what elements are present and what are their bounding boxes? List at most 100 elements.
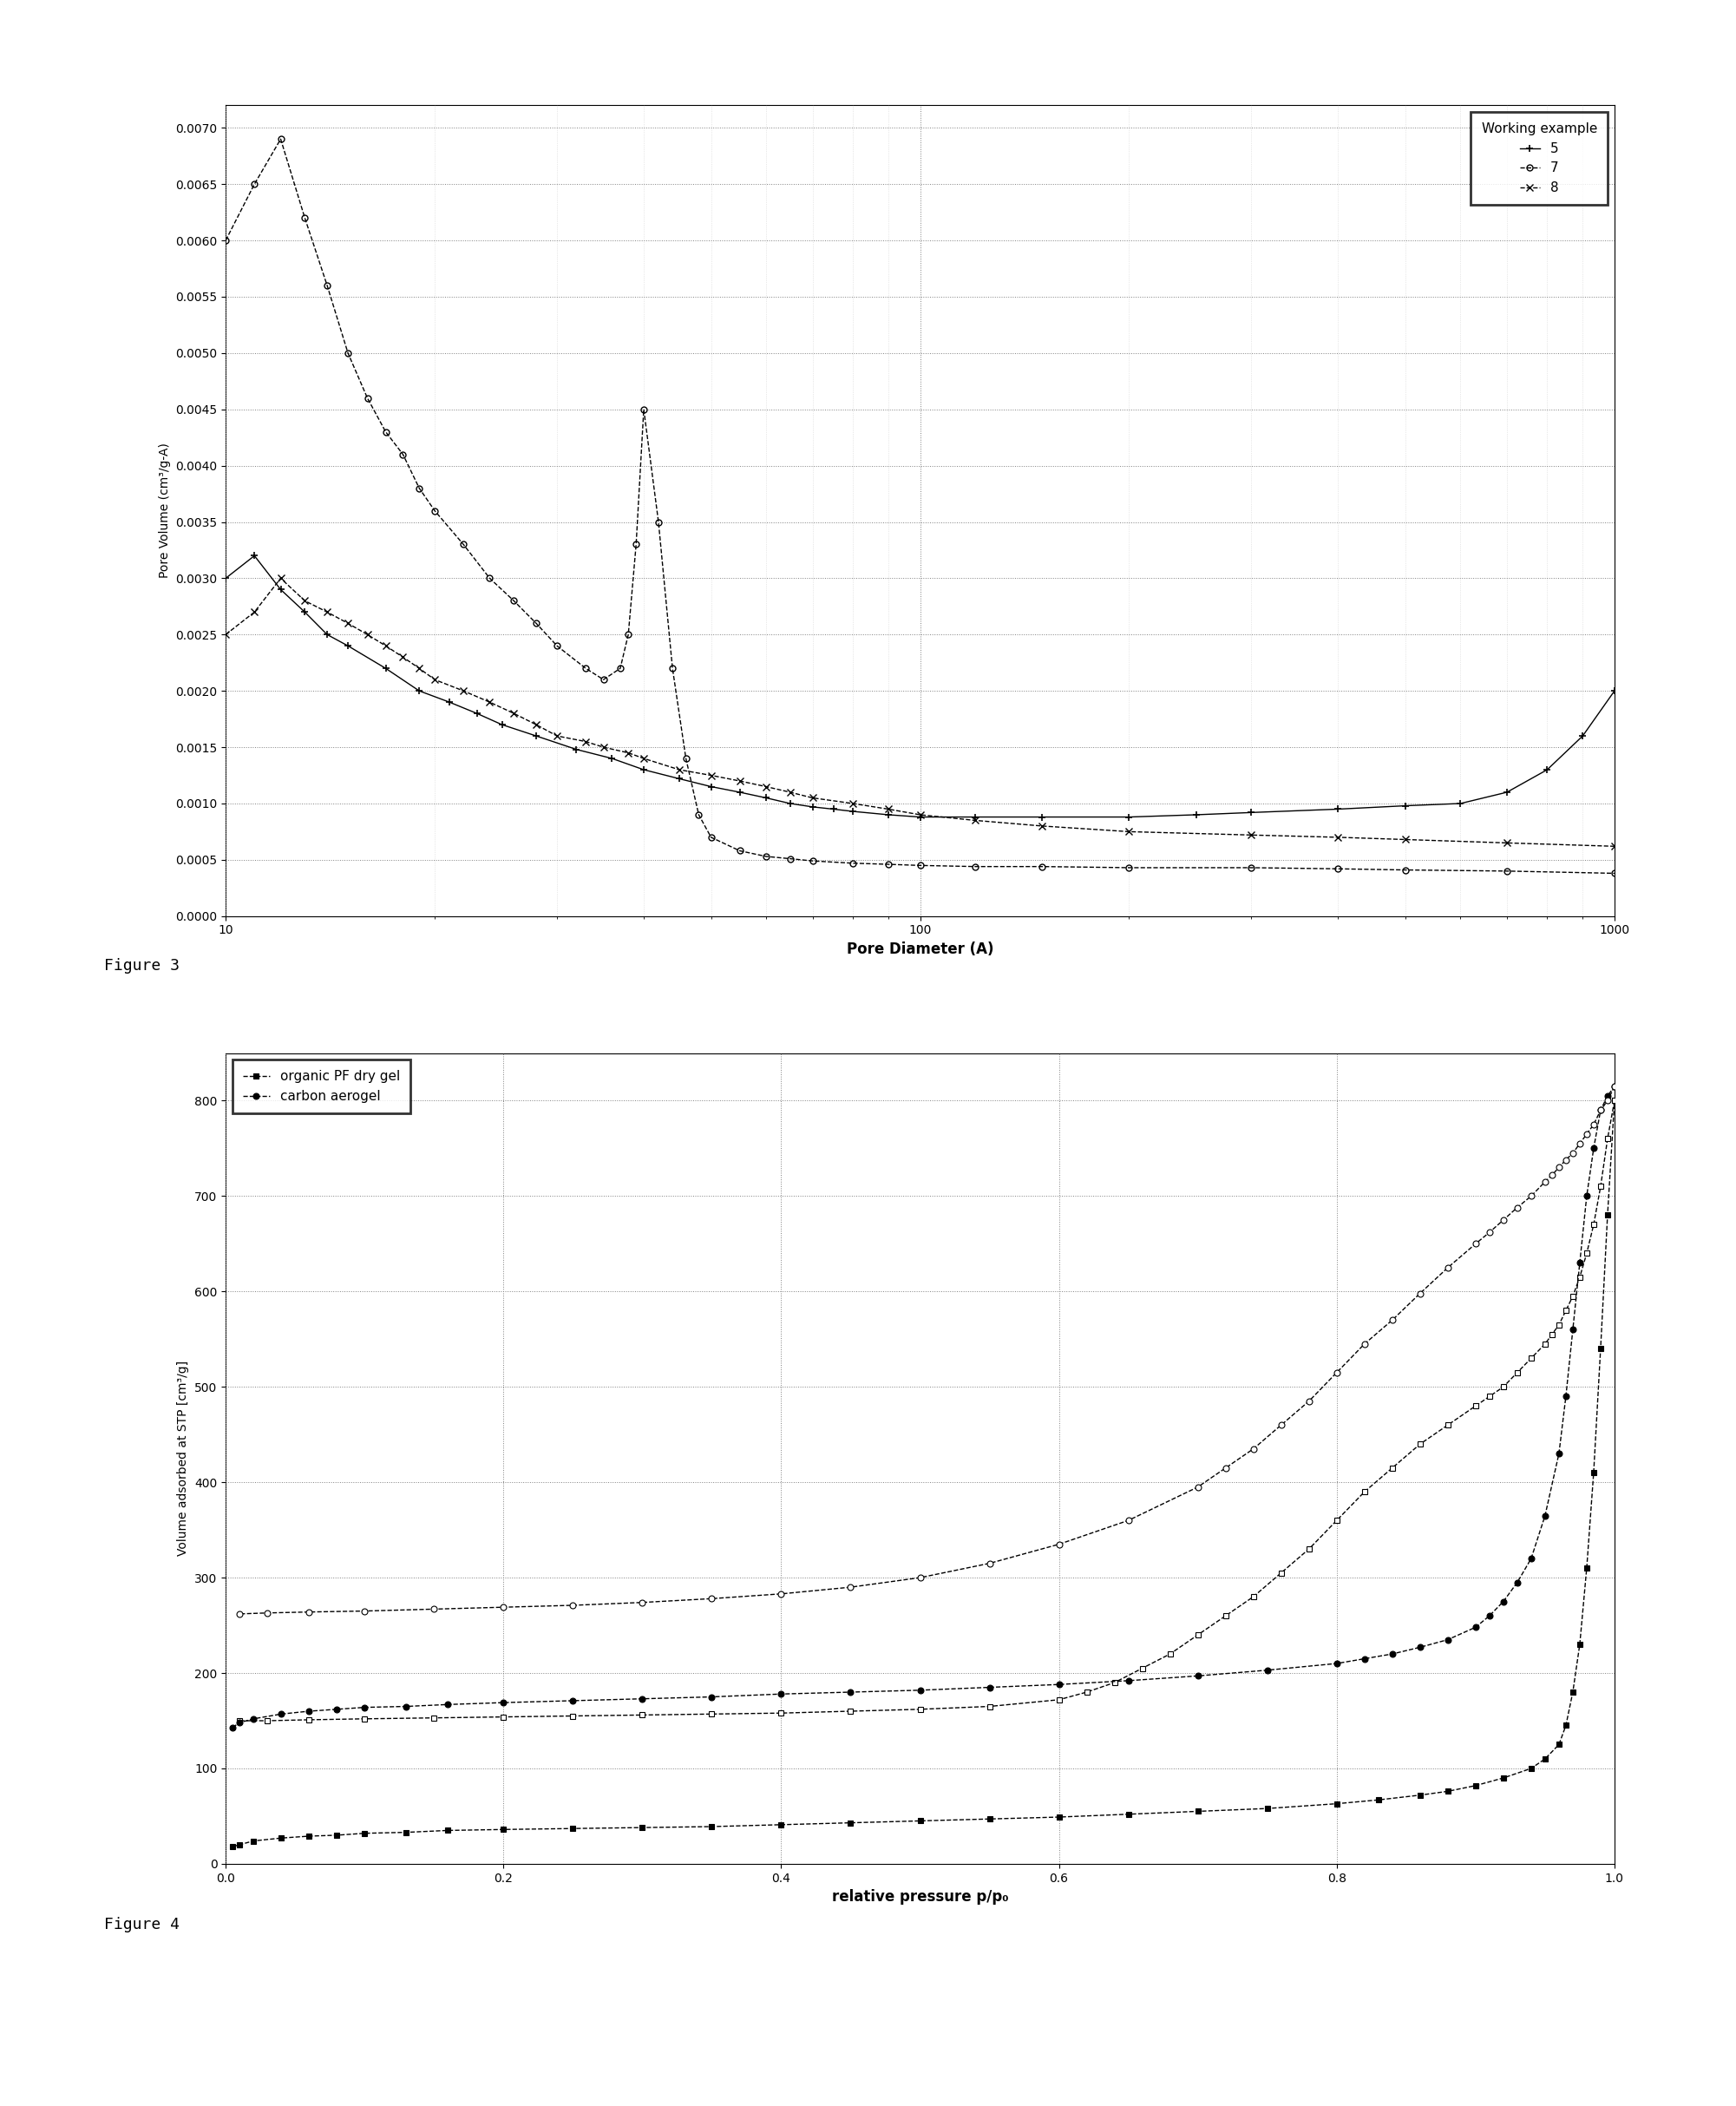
5: [729, 779, 750, 804]
7: [687, 802, 708, 828]
7: [842, 851, 863, 876]
8: [337, 611, 358, 636]
carbon aerogel: [701, 1685, 722, 1710]
organic PF dry gel: [1604, 1089, 1625, 1114]
7: [245, 171, 266, 196]
carbon aerogel: [1049, 1672, 1069, 1697]
7: [479, 567, 500, 592]
7: [701, 826, 722, 851]
7: [375, 419, 396, 444]
8: [424, 668, 444, 693]
8: [1118, 819, 1139, 845]
carbon aerogel: [243, 1706, 264, 1731]
5: [271, 577, 292, 602]
7: [337, 341, 358, 366]
organic PF dry gel: [1569, 1632, 1590, 1657]
7: [779, 847, 800, 872]
8: [668, 756, 689, 781]
5: [295, 600, 316, 625]
organic PF dry gel: [771, 1811, 792, 1836]
8: [802, 786, 823, 811]
7: [634, 396, 654, 421]
8: [479, 689, 500, 714]
carbon aerogel: [1507, 1569, 1528, 1594]
carbon aerogel: [562, 1689, 583, 1714]
organic PF dry gel: [1583, 1459, 1604, 1485]
8: [842, 792, 863, 817]
Line: 5: 5: [222, 552, 1618, 821]
7: [316, 274, 337, 299]
8: [547, 722, 568, 748]
carbon aerogel: [1479, 1603, 1500, 1628]
carbon aerogel: [910, 1678, 930, 1704]
5: [701, 775, 722, 800]
organic PF dry gel: [1410, 1782, 1430, 1807]
carbon aerogel: [1576, 1184, 1597, 1209]
carbon aerogel: [1583, 1135, 1604, 1160]
X-axis label: Pore Diameter (A): Pore Diameter (A): [847, 941, 993, 956]
8: [910, 802, 930, 828]
organic PF dry gel: [1549, 1731, 1569, 1756]
7: [1604, 861, 1625, 887]
organic PF dry gel: [1521, 1756, 1542, 1782]
8: [392, 644, 413, 670]
7: [648, 510, 668, 535]
Line: 7: 7: [222, 137, 1618, 876]
8: [1496, 830, 1517, 855]
5: [1496, 779, 1517, 804]
5: [1118, 804, 1139, 830]
7: [675, 746, 696, 771]
5: [1328, 796, 1349, 821]
organic PF dry gel: [1590, 1335, 1611, 1360]
5: [1604, 678, 1625, 703]
5: [965, 804, 986, 830]
5: [755, 786, 776, 811]
8: [375, 634, 396, 659]
carbon aerogel: [1354, 1647, 1375, 1672]
organic PF dry gel: [299, 1824, 319, 1849]
7: [609, 655, 630, 680]
7: [618, 621, 639, 647]
organic PF dry gel: [396, 1820, 417, 1845]
5: [439, 689, 460, 714]
organic PF dry gel: [910, 1809, 930, 1834]
5: [802, 794, 823, 819]
8: [878, 796, 899, 821]
7: [729, 838, 750, 863]
5: [410, 678, 431, 703]
5: [215, 567, 236, 592]
organic PF dry gel: [1118, 1801, 1139, 1826]
organic PF dry gel: [1049, 1805, 1069, 1830]
5: [491, 712, 512, 737]
Line: organic PF dry gel: organic PF dry gel: [229, 1097, 1618, 1849]
carbon aerogel: [222, 1714, 243, 1740]
carbon aerogel: [1549, 1441, 1569, 1466]
8: [295, 588, 316, 613]
organic PF dry gel: [1326, 1790, 1347, 1815]
5: [245, 543, 266, 569]
5: [910, 804, 930, 830]
carbon aerogel: [1257, 1657, 1278, 1683]
7: [1496, 859, 1517, 885]
7: [1241, 855, 1262, 880]
5: [526, 722, 547, 748]
8: [575, 729, 595, 754]
carbon aerogel: [437, 1691, 458, 1716]
carbon aerogel: [354, 1695, 375, 1721]
Line: carbon aerogel: carbon aerogel: [229, 1082, 1618, 1731]
7: [594, 668, 615, 693]
carbon aerogel: [1590, 1097, 1611, 1122]
8: [594, 735, 615, 760]
carbon aerogel: [840, 1678, 861, 1704]
8: [1031, 813, 1052, 838]
Line: 8: 8: [222, 575, 1618, 851]
carbon aerogel: [1410, 1634, 1430, 1660]
7: [295, 204, 316, 230]
7: [1118, 855, 1139, 880]
Y-axis label: Volume adsorbed at STP [cm³/g]: Volume adsorbed at STP [cm³/g]: [177, 1360, 189, 1556]
8: [1604, 834, 1625, 859]
5: [1396, 794, 1417, 819]
organic PF dry gel: [1493, 1765, 1514, 1790]
7: [503, 588, 524, 613]
carbon aerogel: [1597, 1082, 1618, 1108]
